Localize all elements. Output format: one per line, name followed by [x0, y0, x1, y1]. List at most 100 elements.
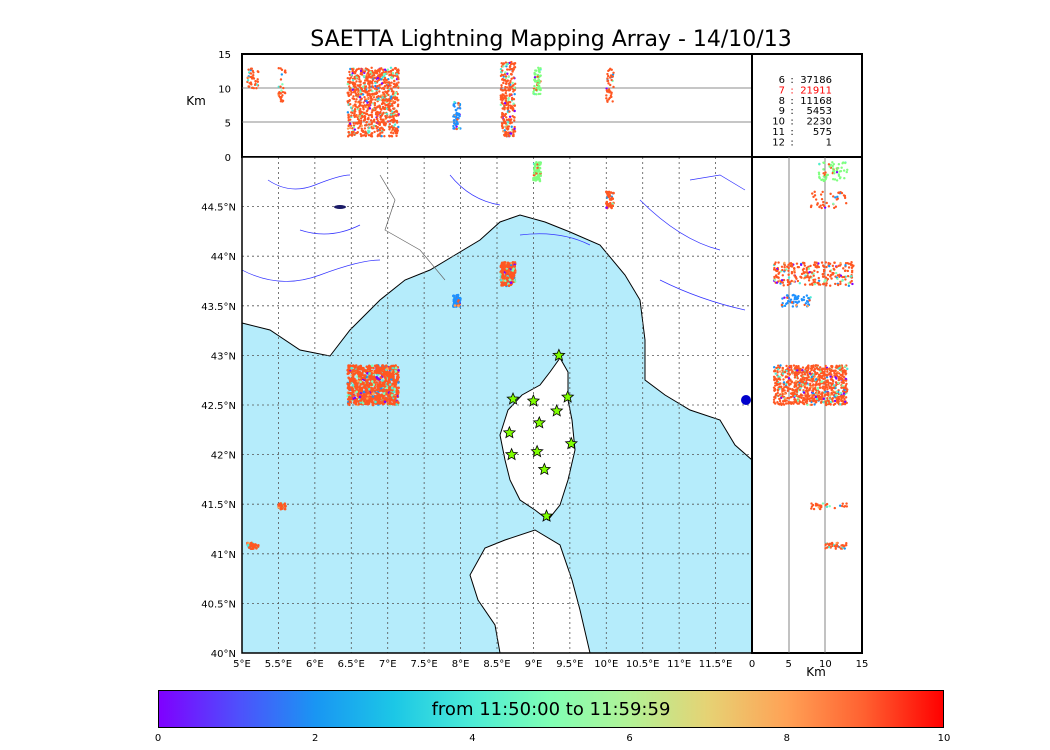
altitude-point: [512, 102, 515, 105]
altitude-point: [359, 83, 362, 86]
map-point: [380, 394, 383, 397]
side-point: [837, 166, 840, 170]
altitude-point: [365, 105, 368, 109]
side-point: [777, 375, 780, 378]
altitude-point: [538, 75, 542, 78]
side-point: [841, 275, 844, 279]
map-point: [353, 394, 356, 397]
station-star: [564, 436, 578, 450]
side-point: [824, 276, 828, 279]
altitude-point: [366, 71, 370, 75]
altitude-point: [247, 71, 251, 74]
altitude-point: [378, 70, 381, 73]
side-point: [843, 547, 846, 550]
map-point: [538, 166, 542, 170]
side-point: [845, 505, 849, 508]
altitude-point: [394, 96, 397, 99]
side-point: [796, 387, 799, 390]
altitude-point: [385, 84, 389, 87]
colorbar-tick-label: 4: [469, 733, 476, 744]
side-point: [813, 282, 817, 286]
map-point: [504, 279, 507, 282]
altitude-point: [388, 135, 391, 138]
side-point: [785, 386, 788, 389]
side-point: [815, 380, 818, 384]
side-point: [841, 384, 844, 387]
altitude-point: [506, 72, 509, 75]
side-point: [821, 203, 825, 206]
side-point: [841, 161, 845, 164]
map-point: [348, 400, 352, 403]
altitude-point: [380, 108, 383, 111]
altitude-point: [509, 72, 513, 76]
altitude-point: [391, 99, 394, 103]
altitude-point: [368, 104, 371, 108]
altitude-point: [612, 85, 615, 89]
side-point: [809, 382, 812, 386]
side-point: [797, 294, 800, 298]
side-point: [783, 296, 786, 299]
side-point: [832, 384, 836, 387]
altitude-point: [388, 126, 392, 130]
map-point: [453, 304, 457, 307]
side-point: [834, 547, 837, 550]
map-point: [387, 386, 391, 389]
map-point: [505, 270, 508, 273]
map-point: [352, 364, 355, 368]
map-point: [533, 166, 536, 169]
side-point: [823, 377, 827, 380]
map-point: [538, 177, 541, 181]
map-point: [390, 393, 394, 397]
side-point: [824, 390, 827, 393]
side-point: [820, 261, 824, 264]
side-point: [820, 380, 823, 384]
altitude-point: [511, 105, 514, 109]
count-level: 9: [779, 106, 785, 117]
side-point: [812, 373, 815, 377]
side-point: [824, 543, 827, 547]
side-point: [815, 266, 819, 269]
side-point: [804, 274, 807, 277]
side-point: [813, 261, 817, 264]
side-point: [789, 395, 793, 399]
map-point: [247, 541, 250, 545]
figure: SAETTA Lightning Mapping Array - 14/10/1…: [186, 27, 868, 679]
altitude-ytick-label: 10: [218, 84, 231, 95]
side-point: [844, 269, 847, 272]
side-point: [830, 391, 833, 395]
side-point: [840, 381, 843, 384]
side-panel: 0 5 10 15 Km: [749, 156, 868, 679]
altitude-point: [539, 92, 542, 96]
altitude-point: [371, 89, 374, 93]
map-point: [353, 399, 357, 402]
altitude-point: [371, 85, 374, 88]
altitude-point: [386, 71, 389, 75]
side-point: [822, 168, 825, 171]
map-point: [377, 395, 380, 399]
map-point: [500, 270, 503, 274]
map-point: [375, 371, 379, 375]
altitude-point: [352, 90, 355, 94]
side-point: [774, 377, 777, 381]
altitude-point: [256, 70, 259, 73]
map-ytick-label: 43.5°N: [201, 302, 236, 313]
altitude-point: [504, 61, 508, 64]
altitude-point: [283, 69, 287, 72]
altitude-point: [361, 93, 365, 96]
altitude-point: [504, 125, 507, 128]
altitude-point: [351, 78, 355, 82]
side-point: [791, 305, 795, 308]
altitude-point: [507, 82, 511, 85]
side-point: [817, 276, 820, 280]
side-point: [791, 370, 794, 374]
side-point: [783, 266, 786, 269]
side-point: [845, 170, 848, 174]
count-value: 11168: [800, 96, 832, 107]
side-point: [819, 382, 822, 385]
side-point: [839, 547, 843, 550]
altitude-point: [513, 82, 517, 86]
altitude-point: [362, 106, 365, 109]
map-point: [457, 299, 460, 302]
side-point: [834, 282, 837, 286]
side-point: [783, 370, 787, 374]
